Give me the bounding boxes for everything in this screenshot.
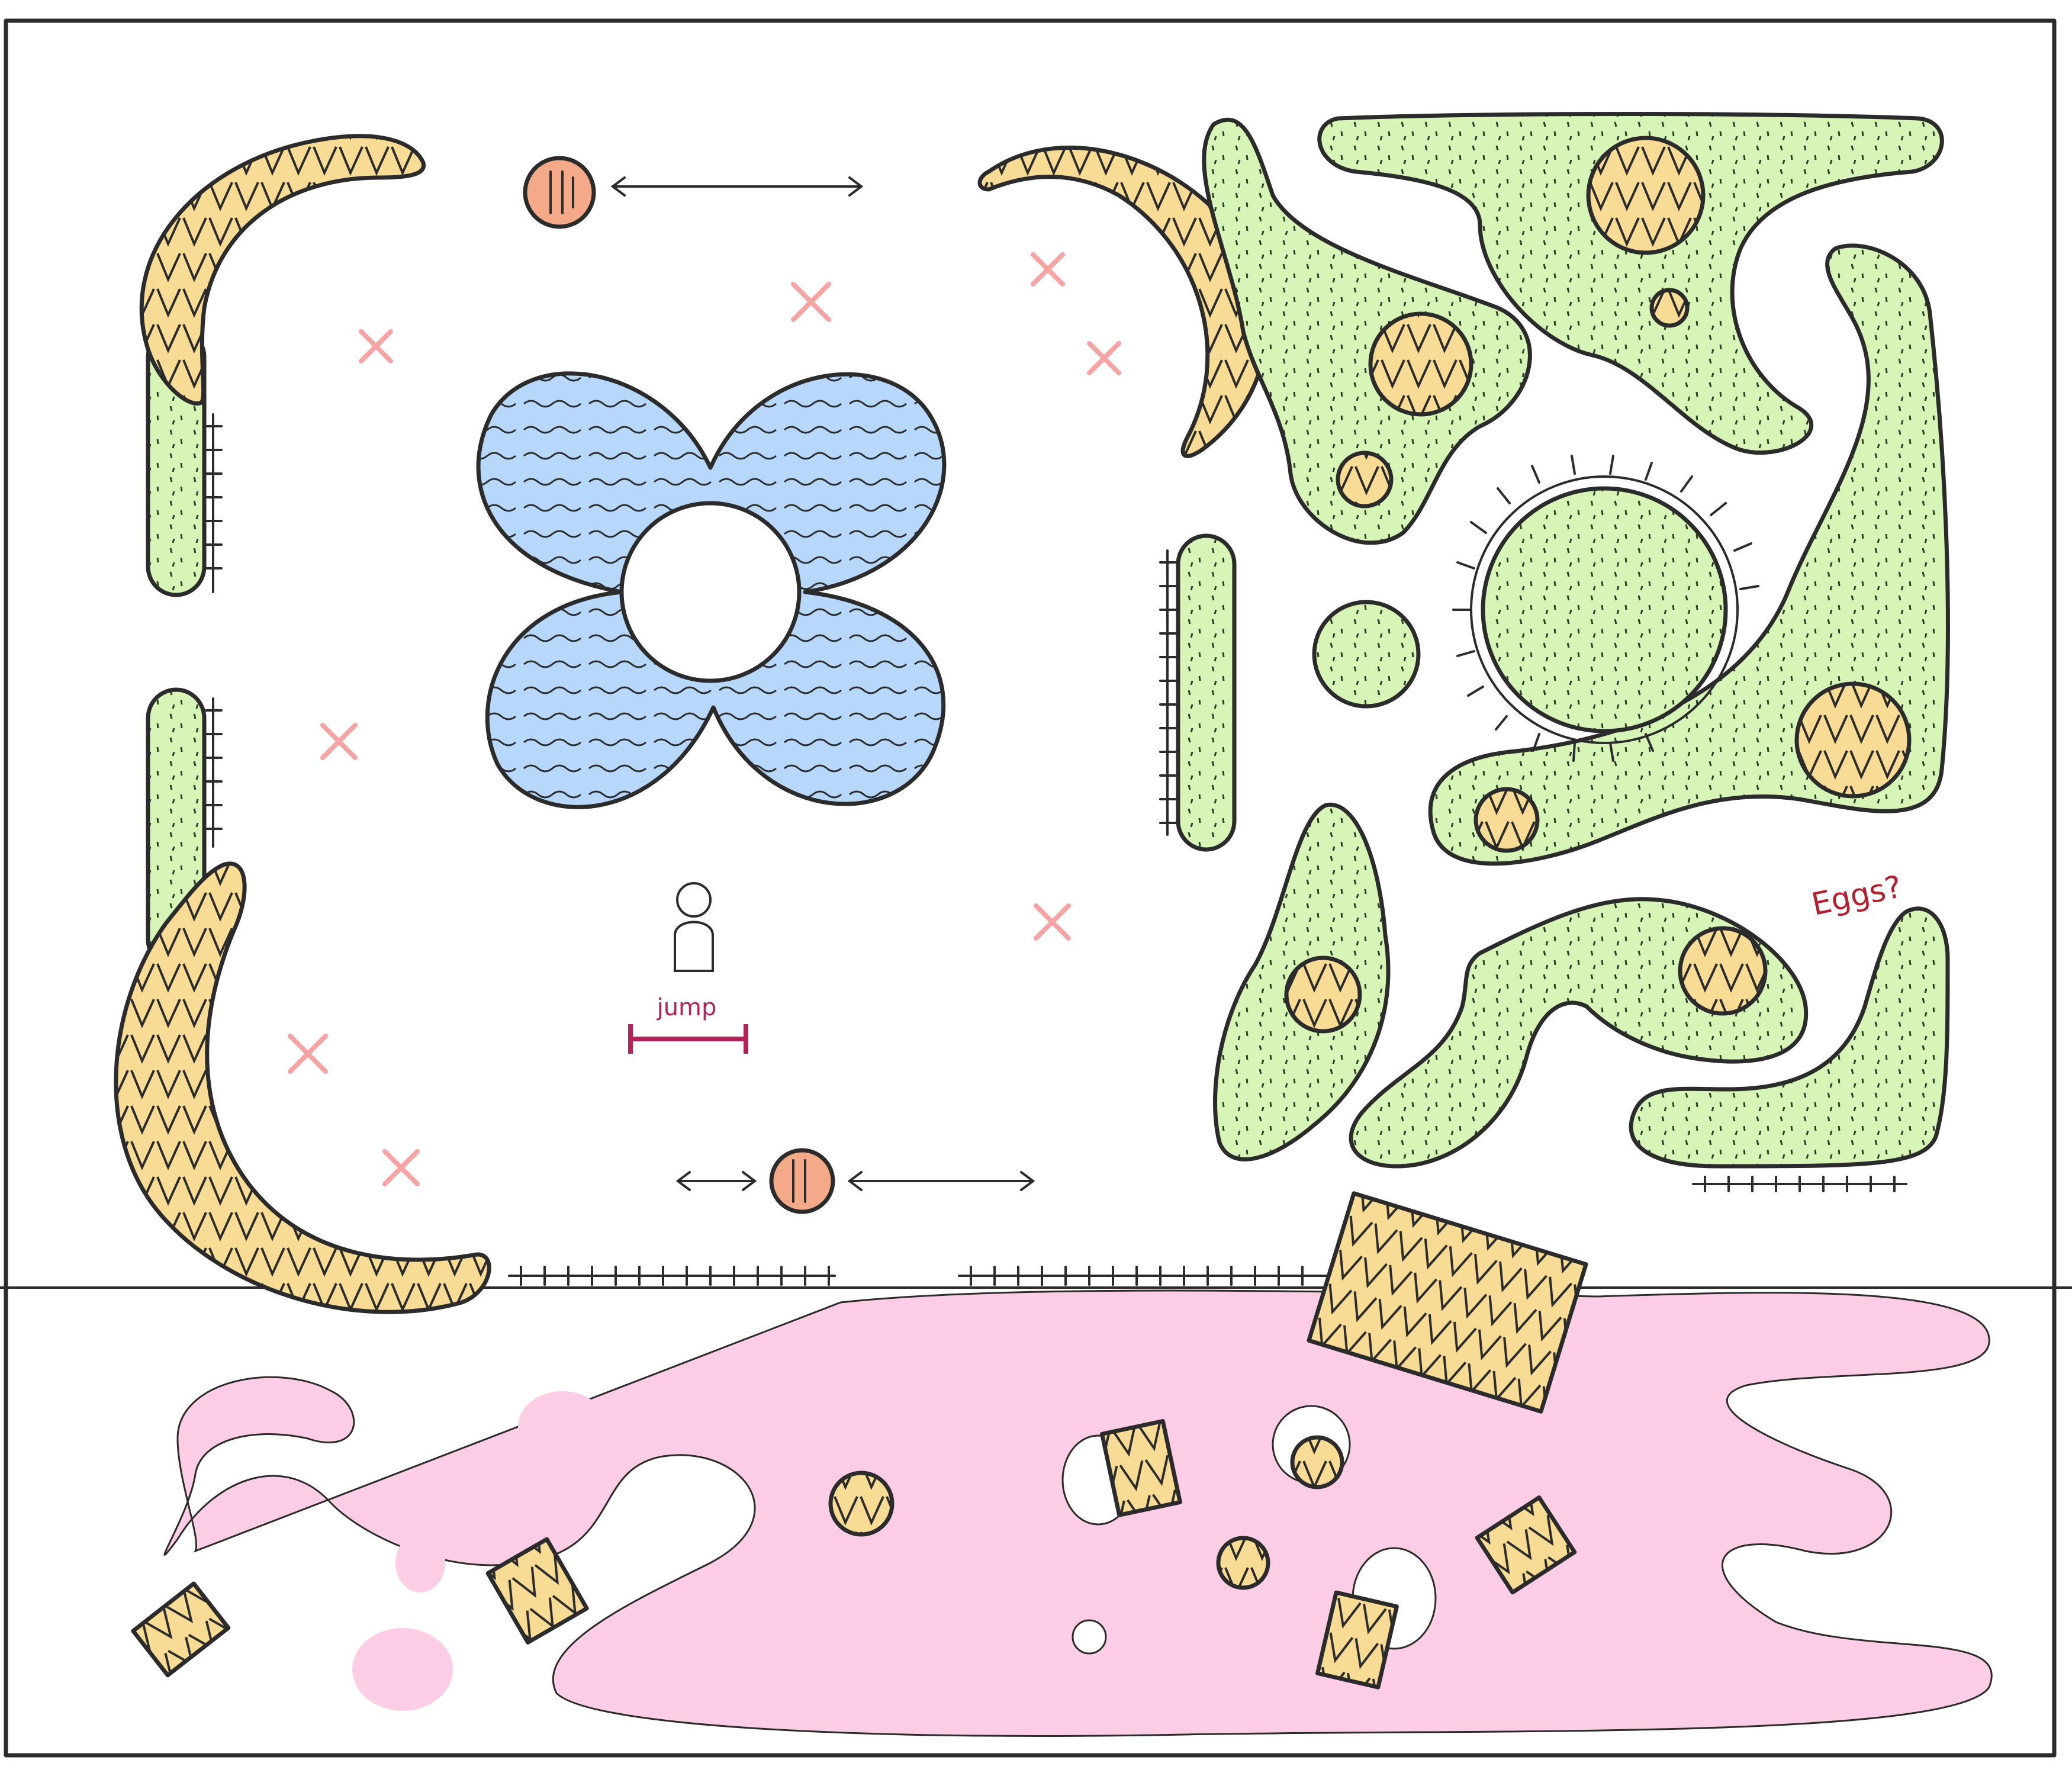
x-mark-icon xyxy=(288,252,1121,1186)
crate[interactable] xyxy=(1315,1590,1399,1690)
egg-cluster xyxy=(1284,136,1912,1034)
water-flower-platform xyxy=(476,371,947,809)
crate[interactable] xyxy=(485,1537,589,1645)
banana-platform xyxy=(114,861,491,1314)
spike-strip-icon xyxy=(1452,455,1759,762)
crate-large[interactable] xyxy=(1307,1191,1588,1414)
patrol-arrow xyxy=(610,176,864,197)
spike-strip-icon xyxy=(1159,549,1177,836)
egg-icon[interactable] xyxy=(1368,311,1473,417)
egg-icon[interactable] xyxy=(1649,288,1690,328)
egg-icon[interactable] xyxy=(1284,955,1362,1034)
crate[interactable] xyxy=(1100,1419,1182,1517)
spike-strip-icon xyxy=(1692,1176,1907,1192)
spike-strip-icon xyxy=(508,1266,1327,1286)
moss-pillar xyxy=(1176,533,1237,852)
orange-ball-enemy-icon[interactable] xyxy=(769,1148,835,1214)
spike-strip-icon xyxy=(205,413,223,848)
orange-ball-enemy-icon[interactable] xyxy=(523,156,596,229)
egg-icon[interactable] xyxy=(1586,136,1706,255)
player-pawn-icon[interactable] xyxy=(674,882,714,972)
crate[interactable] xyxy=(131,1581,231,1678)
egg-icon[interactable] xyxy=(1290,1435,1344,1489)
banana-platform xyxy=(977,145,1269,458)
egg-icon[interactable] xyxy=(1794,681,1912,799)
egg-icon[interactable] xyxy=(1216,1536,1270,1590)
egg-icon[interactable] xyxy=(1678,926,1768,1016)
jump-marker: jump xyxy=(628,994,748,1054)
jump-label: jump xyxy=(657,994,717,1021)
egg-icon[interactable] xyxy=(1473,787,1540,853)
banana-platform xyxy=(139,134,426,406)
egg-icon[interactable] xyxy=(828,1471,895,1537)
egg-icon[interactable] xyxy=(1336,451,1394,509)
goo-items xyxy=(131,1191,1588,1690)
crate[interactable] xyxy=(1475,1495,1577,1595)
patrol-arrow xyxy=(675,1171,1035,1191)
